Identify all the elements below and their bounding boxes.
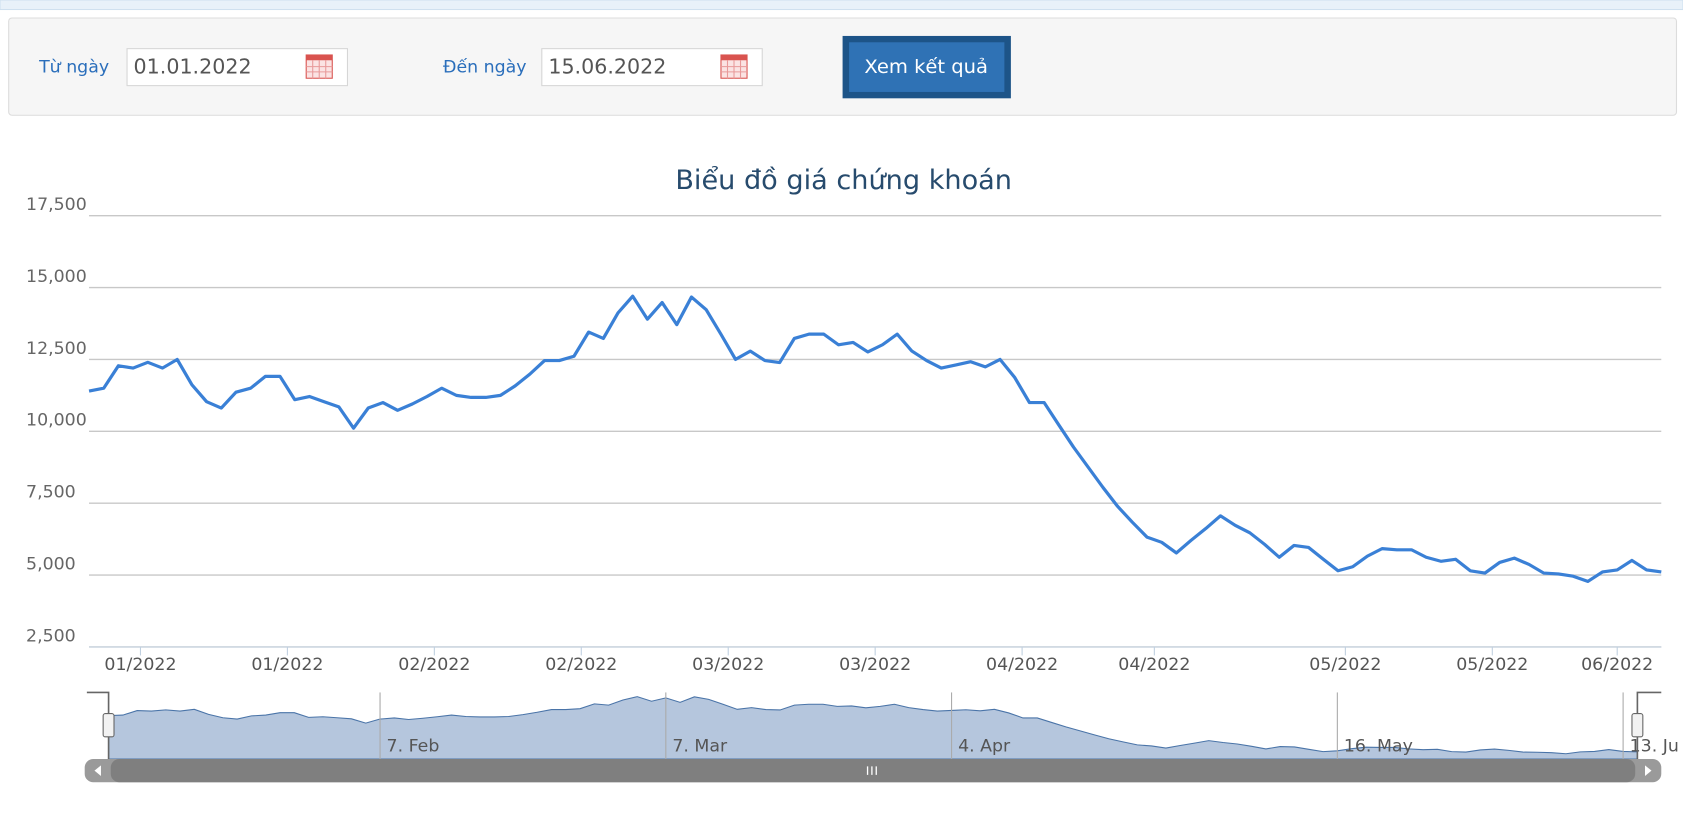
x-tick-label: 01/2022 <box>251 655 323 675</box>
navigator-label: 7. Feb <box>387 736 440 756</box>
scroll-arrow-right[interactable] <box>1644 765 1652 776</box>
scroll-grip <box>866 766 877 775</box>
x-tick-label: 01/2022 <box>104 655 176 675</box>
navigator-handle[interactable] <box>1631 713 1644 738</box>
x-tick-label: 04/2022 <box>1118 655 1190 675</box>
to-value: 15.06.2022 <box>548 55 666 79</box>
navigator-label: 7. Mar <box>672 736 728 756</box>
calendar-icon[interactable] <box>305 54 333 79</box>
x-tick-label: 02/2022 <box>545 655 617 675</box>
y-tick-label: 2,500 <box>26 627 76 647</box>
from-value: 01.01.2022 <box>134 55 252 79</box>
x-tick-label: 05/2022 <box>1309 655 1381 675</box>
x-tick-label: 03/2022 <box>692 655 764 675</box>
price-line <box>88 294 1662 583</box>
top-strip <box>0 0 1683 11</box>
y-tick-label: 17,500 <box>26 195 87 215</box>
navigator-handle[interactable] <box>102 713 115 738</box>
x-tick-label: 05/2022 <box>1456 655 1528 675</box>
x-tick-label: 02/2022 <box>398 655 470 675</box>
navigator-area <box>108 696 1638 760</box>
y-tick-label: 7,500 <box>26 483 76 503</box>
scroll-arrow-left[interactable] <box>94 765 101 776</box>
y-tick-label: 5,000 <box>26 555 76 575</box>
navigator-label: 16. May <box>1344 736 1413 756</box>
navigator-label: 13. Ju <box>1630 736 1679 756</box>
navigator-label: 4. Apr <box>958 736 1011 756</box>
scrollbar-thumb[interactable] <box>110 759 1636 783</box>
submit-button[interactable] <box>842 35 1011 99</box>
y-tick-label: 15,000 <box>26 267 87 287</box>
to-label: Đến ngày <box>443 57 527 78</box>
plot: 2,500 5,000 7,500 10,000 12,500 15,000 17,500 0… <box>26 195 1679 783</box>
x-tick-label: 04/2022 <box>986 655 1058 675</box>
x-tick-label: 03/2022 <box>839 655 911 675</box>
calendar-icon[interactable] <box>720 54 748 79</box>
y-tick-label: 10,000 <box>26 411 87 431</box>
chart-title: Biểu đồ giá chứng khoán <box>675 166 1012 197</box>
y-tick-label: 12,500 <box>26 339 87 359</box>
from-label: Từ ngày <box>38 58 109 78</box>
x-tick-label: 06/2022 <box>1581 655 1653 675</box>
submit-label: Xem kết quả <box>864 55 988 78</box>
